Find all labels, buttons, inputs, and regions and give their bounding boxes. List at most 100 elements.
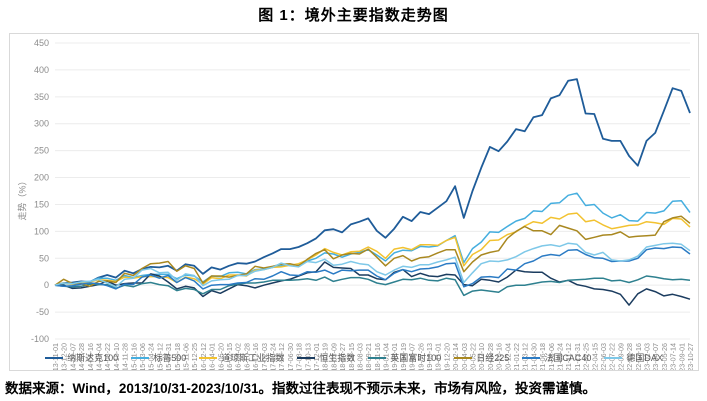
y-tick-label: 100	[34, 226, 49, 236]
series-line	[54, 215, 691, 288]
x-tick-label: 2023-07-14	[669, 343, 678, 370]
x-tick-label: 2023-05-26	[660, 343, 669, 370]
legend-swatch	[522, 356, 541, 359]
x-tick-label: 2016-12-16	[251, 343, 260, 370]
x-tick-label: 2013-12-20	[60, 343, 69, 370]
legend-swatch	[454, 356, 473, 359]
x-tick-label: 2019-12-20	[442, 343, 451, 370]
x-tick-label: 2020-10-16	[495, 343, 504, 370]
legend-label: 恒生指数	[319, 353, 356, 363]
legend-item: 道琼斯工业指数	[199, 351, 284, 364]
x-tick-label: 2022-02-25	[582, 343, 591, 370]
chart-panel: 走势（%） 450 400 350 300 250 200 150 100 50 0 -50 -100…	[9, 33, 699, 371]
x-tick-label: 2023-10-27	[686, 343, 695, 370]
x-tick-label: 2018-08-03	[355, 343, 364, 370]
x-tick-label: 2015-11-06	[181, 343, 190, 370]
source-caption: 数据来源：Wind，2013/10/31-2023/10/31。指数过往表现不预…	[5, 381, 596, 396]
x-tick-label: 2017-12-01	[312, 343, 321, 370]
legend-swatch	[45, 356, 64, 359]
x-tick-label: 2015-07-31	[164, 343, 173, 370]
x-tick-label: 2017-03-24	[268, 343, 277, 370]
x-tick-label: 2015-12-25	[190, 343, 199, 370]
x-tick-label: 2014-11-28	[121, 343, 130, 370]
x-tick-label: 2016-07-15	[225, 343, 234, 370]
legend-label: 纳斯达克100	[67, 353, 119, 363]
x-tick-label: 2022-12-16	[634, 343, 643, 370]
x-tick-label: 2021-08-06	[547, 343, 556, 370]
legend-item: 英国富时100	[368, 351, 441, 364]
line-chart: 450 400 350 300 250 200 150 100 50 0 -50 -100 2013-1…	[31, 38, 695, 370]
legend-item: 日经225	[454, 351, 509, 364]
x-tick-label: 2016-09-02	[234, 343, 243, 370]
x-tick-label: 2015-06-12	[155, 343, 164, 370]
legend-swatch	[368, 356, 387, 359]
y-tick-label: 400	[34, 65, 49, 75]
legend-swatch	[604, 356, 623, 359]
legend: 纳斯达克100 标普500 道琼斯工业指数 恒生指数 英国富时100 日经225 法国CAC…	[10, 351, 698, 364]
x-tick-label: 2018-01-19	[321, 343, 330, 370]
y-tick-label: -50	[36, 307, 49, 317]
x-tick-label: 2014-10-10	[112, 343, 121, 370]
x-tick-label: 2020-07-10	[477, 343, 486, 370]
x-tick-label: 2019-04-19	[399, 343, 408, 370]
y-tick-label: 450	[34, 38, 49, 48]
x-tick-label: 2017-06-30	[286, 343, 295, 370]
x-tick-label: 2019-09-13	[425, 343, 434, 370]
x-tick-label: 2022-10-28	[625, 343, 634, 370]
series-line	[54, 192, 691, 286]
x-tick-label: 2015-09-18	[173, 343, 182, 370]
y-tick-label: 50	[39, 253, 49, 263]
legend-item: 纳斯达克100	[45, 351, 118, 364]
y-tick-label: 200	[34, 173, 49, 183]
y-tick-label: -100	[31, 334, 49, 344]
x-tick-label: 2020-12-04	[503, 343, 512, 370]
legend-swatch	[199, 356, 218, 359]
x-tick-label: 2021-12-31	[573, 343, 582, 370]
x-tick-label: 2016-05-20	[216, 343, 225, 370]
x-tick-label: 2014-05-16	[86, 343, 95, 370]
x-tick-label: 2018-04-27	[338, 343, 347, 370]
x-tick-label: 2021-06-18	[538, 343, 547, 370]
x-tick-label: 2021-01-22	[512, 343, 521, 370]
x-tick-label: 2019-07-26	[416, 343, 425, 370]
x-tick-label: 2023-09-01	[677, 343, 686, 370]
legend-label: 日经225	[476, 353, 510, 363]
series-line	[54, 242, 691, 288]
x-tick-label: 2020-08-28	[486, 343, 495, 370]
x-tick-label: 2019-11-01	[434, 343, 443, 370]
legend-item: 法国CAC40	[522, 351, 591, 364]
x-tick-label: 2022-04-15	[590, 343, 599, 370]
series-line	[54, 246, 691, 290]
y-tick-label: 300	[34, 119, 49, 129]
x-tick-label: 2021-11-12	[564, 343, 573, 370]
x-tick-label: 2014-02-07	[68, 343, 77, 370]
legend-label: 标普500	[153, 353, 187, 363]
legend-label: 英国富时100	[390, 353, 442, 363]
y-tick-label: 250	[34, 146, 49, 156]
y-tick-label: 0	[44, 280, 49, 290]
x-tick-label: 2021-09-24	[556, 343, 565, 370]
x-tick-label: 2019-06-07	[408, 343, 417, 370]
x-tick-label: 2017-05-12	[277, 343, 286, 370]
x-tick-label: 2014-07-04	[94, 343, 103, 370]
y-tick-label: 150	[34, 199, 49, 209]
x-tick-label: 2018-06-15	[347, 343, 356, 370]
legend-label: 德国DAX	[626, 353, 663, 363]
legend-item: 恒生指数	[297, 351, 355, 364]
x-tick-label: 2017-02-03	[260, 343, 269, 370]
legend-swatch	[297, 356, 316, 359]
x-tick-label: 2019-03-01	[390, 343, 399, 370]
x-tick-label: 2015-04-24	[147, 343, 156, 370]
legend-swatch	[131, 356, 150, 359]
legend-label: 法国CAC40	[544, 353, 592, 363]
legend-item: 德国DAX	[604, 351, 663, 364]
x-tick-label: 2014-08-22	[103, 343, 112, 370]
x-tick-label: 2022-06-03	[599, 343, 608, 370]
x-tick-label: 2018-03-09	[329, 343, 338, 370]
series-line	[54, 78, 691, 287]
x-tick-label: 2014-03-28	[77, 343, 86, 370]
series-line	[54, 275, 691, 297]
figure-title: 图 1：境外主要指数走势图	[258, 7, 449, 24]
legend-item: 标普500	[131, 351, 186, 364]
